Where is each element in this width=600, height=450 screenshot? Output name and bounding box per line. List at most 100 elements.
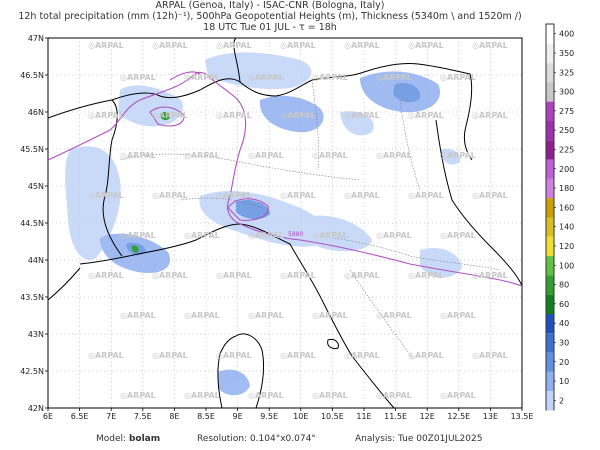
border-france-italy [102,99,123,257]
lat-tick-label: 43.5N [20,293,44,302]
title-line-2: 12h total precipitation (mm (12h)⁻¹), 50… [18,11,522,22]
colorbar-swatch [546,24,554,44]
colorbar-label: 20 [559,358,569,367]
watermark: ◎ARPAL [344,191,380,200]
precip-max-cuneo [131,245,139,253]
precip-area-ticino [259,95,324,133]
lat-tick-label: 47N [28,34,44,43]
border-austria-italy [311,63,471,81]
colorbar-swatch [546,140,554,160]
contour-closed-aosta [149,106,185,127]
precip-area-genoa-core [236,199,270,220]
title-line-3: 18 UTC Tue 01 JUL - τ = 18h [203,22,337,33]
colorbar-swatch [546,352,554,372]
colorbar-swatch [546,333,554,353]
watermark: ◎ARPAL [472,111,508,120]
coastline-elba [327,339,339,349]
regional-borders [119,79,501,361]
lat-tick-label: 42.5N [20,367,44,376]
watermark: ◎ARPAL [472,41,508,50]
watermark: ◎ARPAL [312,391,348,400]
watermark: ◎ARPAL [120,231,156,240]
watermark: ◎ARPAL [376,391,412,400]
lat-tick-label: 44N [28,256,44,265]
border-switzerland-north [48,99,113,119]
contour-label-5880: 5880 [288,231,303,238]
contour-5880 [48,71,522,287]
watermark: ◎ARPAL [280,191,316,200]
precip-area-apennines [199,190,328,247]
colorbar-label: 40 [559,319,569,328]
colorbar-swatch [546,121,554,141]
coastline-corsica [217,333,265,408]
watermark: ◎ARPAL [472,191,508,200]
lon-tick-label: 6.5E [71,412,89,421]
colorbar-label: 10 [559,377,569,386]
lat-tick-label: 46N [28,108,44,117]
colorbar-label: 160 [559,203,574,212]
lon-tick-label: 9.5E [260,412,278,421]
colorbar-swatch [546,256,554,276]
title-line-1: ARPAL (Genoa, Italy) - ISAC-CNR (Bologna… [155,0,385,11]
border-austria-north [233,38,241,83]
watermark: ◎ARPAL [376,151,412,160]
precip-area-trentino [340,111,374,136]
watermark: ◎ARPAL [152,111,188,120]
watermark: ◎ARPAL [312,151,348,160]
watermark: ◎ARPAL [248,311,284,320]
precip-area-piedmont-west [65,146,121,261]
watermark: ◎ARPAL [216,191,252,200]
lon-tick-label: 10.5E [321,412,344,421]
watermark: ◎ARPAL [216,111,252,120]
watermark: ◎ARPAL [248,151,284,160]
watermark: ◎ARPAL [184,311,220,320]
watermark: ◎ARPAL [280,41,316,50]
watermark: ◎ARPAL [88,111,124,120]
watermarks: ◎ARPAL ◎ARPAL ◎ARPAL ◎ARPAL ◎ARPAL ◎ARPAL ◎ARP… [88,41,508,400]
watermark: ◎ARPAL [120,73,156,82]
model-value: bolam [128,434,161,444]
lon-tick-label: 11.5E [384,412,407,421]
colorbar-label: 225 [559,145,574,154]
colorbar-label: 180 [559,184,574,193]
watermark: ◎ARPAL [88,271,124,280]
lon-tick-label: 6E [43,412,53,421]
lon-tick-label: 11E [356,412,371,421]
precip-area-dolomites-core [393,82,421,103]
watermark: ◎ARPAL [312,231,348,240]
lat-tick-label: 43N [28,330,44,339]
watermark: ◎ARPAL [184,391,220,400]
colorbar-label: 100 [559,261,574,270]
watermark: ◎ARPAL [440,311,476,320]
watermark: ◎ARPAL [312,311,348,320]
colorbar-swatch [546,275,554,295]
colorbar-swatch [546,217,554,237]
colorbar-swatch [546,294,554,314]
contour-closed-genoa [227,198,269,221]
watermark: ◎ARPAL [120,311,156,320]
watermark: ◎ARPAL [88,351,124,360]
precip-area-corsica [218,369,250,396]
watermark: ◎ARPAL [472,351,508,360]
contour-trough-north [169,71,201,81]
coastline-adriatic [435,119,522,287]
lon-tick-label: 8.5E [197,412,215,421]
colorbar-swatch [546,236,554,257]
precipitation-map: 6E 6.5E 7E 7.5E 8E 8.5E 9E 9.5E 10E 10.5E 11E 11.5E… [20,23,574,421]
borders [48,38,473,257]
watermark: ◎ARPAL [376,73,412,82]
lon-tick-label: 9E [233,412,243,421]
colorbar-label: 325 [559,68,574,77]
watermark: ◎ARPAL [440,151,476,160]
watermark: ◎ARPAL [280,111,316,120]
watermark: ◎ARPAL [408,111,444,120]
watermark: ◎ARPAL [184,231,220,240]
colorbar-swatch [546,43,554,64]
watermark: ◎ARPAL [88,41,124,50]
colorbar-swatch [546,198,554,218]
resolution-value: 0.104°x0.074° [249,434,316,444]
colorbar-swatch [546,391,554,411]
watermark: ◎ARPAL [152,191,188,200]
watermark: ◎ARPAL [344,111,380,120]
watermark: ◎ARPAL [280,351,316,360]
